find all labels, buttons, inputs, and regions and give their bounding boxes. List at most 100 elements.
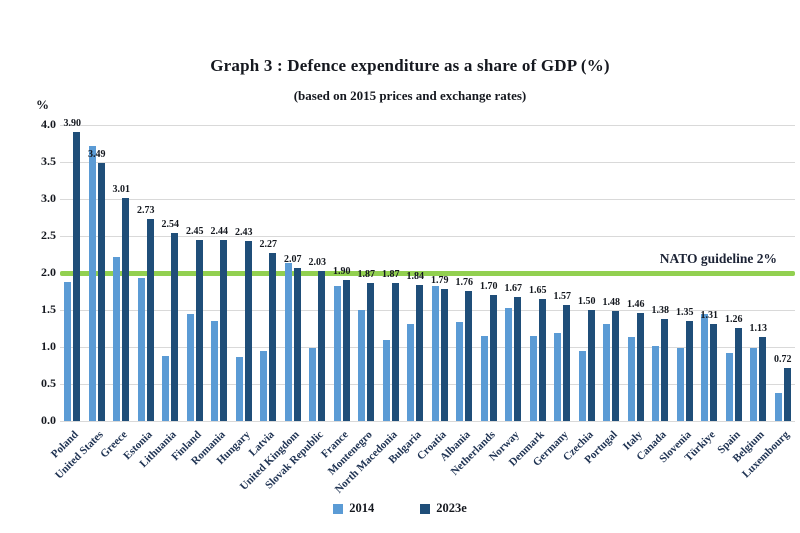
bar-value-label: 1.65 xyxy=(529,284,547,296)
x-axis-labels: Poland United States Greece Estonia Lithuani… xyxy=(49,421,795,506)
bar-2014 xyxy=(186,313,194,421)
bar-value-label: 1.76 xyxy=(455,276,474,288)
bar-group: 1.65 xyxy=(526,125,551,421)
bar-2014 xyxy=(431,286,439,421)
bar-2014 xyxy=(627,336,635,421)
gridline xyxy=(60,384,795,385)
bar-group: 1.87 xyxy=(379,125,404,421)
bar-2014 xyxy=(333,286,341,421)
bar-group: 2.43 xyxy=(232,125,257,421)
bar-value-label: 0.72 xyxy=(774,353,792,365)
bar-2014 xyxy=(64,281,72,421)
bar-value-label: 3.01 xyxy=(112,184,131,196)
bar-value-label: 2.27 xyxy=(259,239,278,251)
gridline xyxy=(60,310,795,311)
bar-group: 1.38 xyxy=(648,125,673,421)
bar-2014 xyxy=(578,350,586,421)
bar-group: 2.45 xyxy=(183,125,208,421)
bar-group: 1.84 xyxy=(403,125,428,421)
bar-group: 1.70 xyxy=(477,125,502,421)
bar-2023e xyxy=(440,288,448,421)
bar-group: 1.90 xyxy=(330,125,355,421)
bar-2023e xyxy=(269,253,277,421)
gridline xyxy=(60,421,795,422)
legend-item: 2014 xyxy=(333,501,374,516)
bar-value-label: 1.87 xyxy=(382,268,400,280)
chart-subtitle: (based on 2015 prices and exchange rates… xyxy=(293,88,527,103)
bar-2023e xyxy=(538,298,546,421)
bar-2014 xyxy=(652,346,660,421)
bar-group: 1.26 xyxy=(722,125,747,421)
y-axis-unit-label: % xyxy=(36,97,49,112)
bar-2014 xyxy=(211,321,219,421)
bar-group: 3.90 xyxy=(60,118,85,421)
legend-swatch-2023e xyxy=(420,503,431,514)
bar-group: 1.57 xyxy=(550,125,575,421)
bar-group: 2.03 xyxy=(305,125,330,421)
y-axis-tick: 0.5 xyxy=(41,376,56,390)
bar-group: 1.87 xyxy=(354,125,379,421)
legend-swatch-2014 xyxy=(333,503,344,514)
bar-2023e xyxy=(465,290,473,421)
bar-2023e xyxy=(416,284,424,421)
bar-2014 xyxy=(235,357,243,421)
bar-value-label: 2.07 xyxy=(284,253,302,265)
bar-group: 2.44 xyxy=(207,125,232,421)
bar-2023e xyxy=(244,241,252,421)
bar-2023e xyxy=(612,311,620,421)
bar-2023e xyxy=(73,132,81,421)
y-axis-tick: 1.5 xyxy=(41,302,56,316)
bar-2023e xyxy=(293,267,301,421)
bar-group: 0.72 xyxy=(771,125,796,421)
bar-value-label: 1.79 xyxy=(431,274,449,286)
plot-area: NATO guideline 2% 3.90 3.49 3.01 2.73 2.54 2.4… xyxy=(60,118,796,422)
bar-2014 xyxy=(750,348,758,421)
bar-value-label: 1.46 xyxy=(627,298,645,310)
gridline xyxy=(60,162,795,163)
bar-2023e xyxy=(685,321,693,421)
bar-2014 xyxy=(309,347,317,421)
bar-2023e xyxy=(710,324,718,421)
bar-value-label: 3.90 xyxy=(63,118,82,130)
bar-2023e xyxy=(587,310,595,421)
bar-2014 xyxy=(113,257,121,421)
bar-2014 xyxy=(774,392,782,421)
bar-group: 1.79 xyxy=(428,125,453,421)
bar-2014 xyxy=(529,335,537,421)
gridline xyxy=(60,236,795,237)
bar-2014 xyxy=(382,340,390,421)
bar-2023e xyxy=(171,233,179,421)
bar-2023e xyxy=(367,282,375,421)
bar-2023e xyxy=(759,337,767,421)
bar-value-label: 2.03 xyxy=(308,256,327,268)
bar-value-label: 1.90 xyxy=(333,266,351,278)
bar-2023e xyxy=(563,304,571,421)
gridline xyxy=(60,199,795,200)
legend-label: 2023e xyxy=(436,501,467,515)
bar-group: 1.35 xyxy=(673,125,698,421)
bar-2014 xyxy=(505,307,513,421)
bar-value-label: 1.13 xyxy=(749,323,768,335)
bar-value-label: 1.84 xyxy=(406,270,425,282)
bar-group: 2.73 xyxy=(134,125,159,421)
bar-group: 3.49 xyxy=(85,125,110,421)
bar-value-label: 1.67 xyxy=(504,283,523,295)
bar-2014 xyxy=(725,352,733,421)
legend-item: 2023e xyxy=(420,501,467,516)
gridline xyxy=(60,347,795,348)
bar-2023e xyxy=(342,280,350,421)
bar-2014 xyxy=(554,332,562,421)
bar-value-label: 2.54 xyxy=(161,219,180,231)
bar-value-label: 1.35 xyxy=(676,307,694,319)
bar-2014 xyxy=(456,321,464,421)
y-axis-tick: 2.5 xyxy=(41,228,56,242)
bar-value-label: 1.70 xyxy=(480,281,498,293)
bar-group: 2.07 xyxy=(281,125,306,421)
bar-2014 xyxy=(676,348,684,421)
y-axis-tick: 3.0 xyxy=(41,191,56,205)
bar-group: 1.13 xyxy=(746,125,771,421)
bar-value-label: 2.44 xyxy=(210,226,229,238)
y-axis-tick: 3.5 xyxy=(41,154,56,168)
bar-group: 3.01 xyxy=(109,125,134,421)
